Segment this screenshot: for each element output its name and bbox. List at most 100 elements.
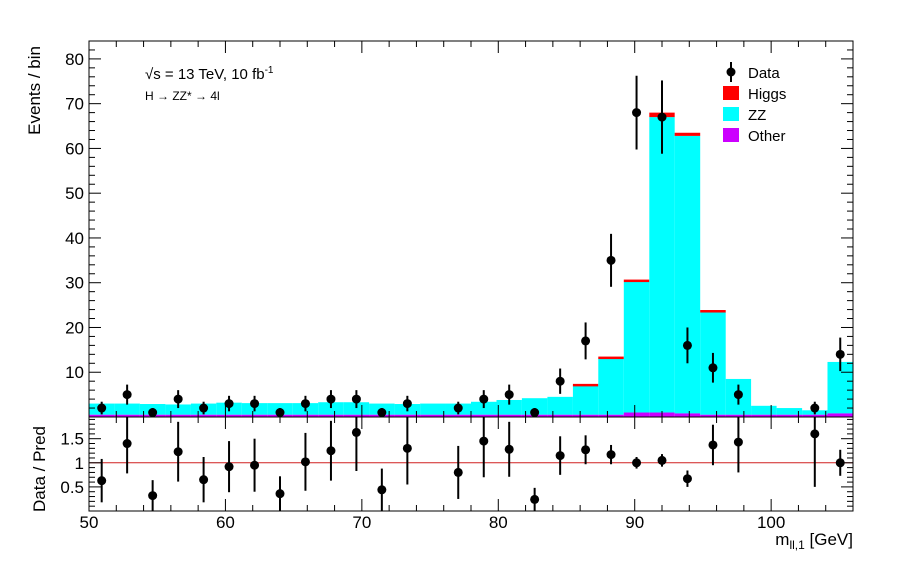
- annotation-lumi-exponent: -1: [265, 65, 274, 76]
- annotation-process: H → ZZ* → 4l: [145, 89, 220, 103]
- y-tick-label: 40: [65, 229, 84, 248]
- data-point: [479, 394, 489, 404]
- zz-bar: [521, 398, 548, 415]
- data-point: [606, 255, 616, 265]
- legend-label: Data: [748, 65, 780, 82]
- zz-bar: [114, 403, 140, 415]
- ratio-point: [708, 440, 718, 450]
- ratio-point: [199, 475, 209, 485]
- other-bar: [598, 414, 624, 417]
- x-tick-label: 80: [489, 513, 508, 532]
- higgs-bar: [572, 383, 599, 387]
- ratio-point: [479, 436, 489, 446]
- ratio-point: [835, 458, 845, 468]
- zz-bar: [496, 399, 522, 415]
- x-tick-label: 100: [757, 513, 785, 532]
- data-point: [326, 394, 336, 404]
- data-point: [300, 399, 310, 409]
- data-point: [402, 399, 412, 409]
- data-point: [122, 390, 132, 400]
- other-bar: [165, 414, 191, 417]
- x-axis-title-main: m: [775, 530, 789, 549]
- y-tick-label: 10: [65, 363, 84, 382]
- annotation-sqrt-s: √s: [145, 66, 161, 83]
- zz-bar: [649, 117, 675, 413]
- legend-label: ZZ: [748, 107, 766, 124]
- ratio-point: [275, 489, 285, 499]
- other-bar: [445, 414, 471, 417]
- data-point: [377, 408, 387, 418]
- zz-bar: [598, 358, 624, 415]
- data-point: [733, 390, 743, 400]
- annotation-energy-text: = 13 TeV, 10 fb: [161, 66, 265, 83]
- legend: Data Higgs ZZ Other: [723, 62, 786, 145]
- legend-data-marker: [726, 67, 736, 77]
- data-point: [657, 112, 667, 122]
- ratio-point: [326, 446, 336, 456]
- other-bar: [700, 414, 726, 417]
- other-bar: [190, 414, 217, 417]
- higgs-bar: [598, 356, 624, 360]
- data-point: [835, 349, 845, 359]
- legend-swatch: [723, 128, 739, 142]
- data-point: [250, 399, 260, 409]
- data-point: [530, 408, 540, 418]
- data-point: [351, 394, 361, 404]
- other-bar: [725, 414, 752, 417]
- zz-bar: [547, 396, 573, 415]
- zz-bar: [751, 405, 777, 415]
- other-bar: [547, 414, 573, 417]
- x-tick-label: 50: [80, 513, 99, 532]
- x-tick-label: 70: [352, 513, 371, 532]
- ratio-point: [606, 450, 616, 460]
- zz-bar: [318, 402, 344, 415]
- higgs-bar: [674, 132, 701, 136]
- data-point: [708, 363, 718, 373]
- data-point: [148, 408, 158, 418]
- y-tick-label: 80: [65, 50, 84, 69]
- ratio-point: [632, 458, 642, 468]
- other-bar: [216, 414, 242, 417]
- data-point: [504, 390, 514, 400]
- zz-bar: [776, 408, 803, 415]
- other-bar: [420, 414, 446, 417]
- ratio-y-tick-label: 1.5: [60, 430, 84, 449]
- ratio-point: [97, 476, 107, 486]
- ratio-y-tick-label: 1: [75, 454, 84, 473]
- zz-bar: [623, 281, 650, 413]
- data-point: [224, 399, 234, 409]
- data-point: [581, 336, 591, 346]
- x-axis-title: mll,1 [GeV]: [775, 530, 853, 552]
- other-bar: [572, 414, 599, 417]
- ratio-point: [581, 445, 591, 455]
- ratio-y-axis-title: Data / Pred: [30, 426, 49, 512]
- ratio-axes: 0.5 1 1.5 50 60 70 80 90 100: [60, 417, 854, 532]
- ratio-point: [810, 429, 820, 439]
- ratio-point: [657, 455, 667, 465]
- x-axis-title-unit: [GeV]: [805, 530, 853, 549]
- data-point: [199, 403, 209, 413]
- legend-label: Higgs: [748, 86, 786, 103]
- y-tick-label: 60: [65, 139, 84, 158]
- other-bar: [496, 414, 522, 417]
- zz-bar: [420, 403, 446, 415]
- annotation-energy-lumi: √s = 13 TeV, 10 fb-1: [145, 65, 274, 83]
- x-tick-label: 90: [625, 513, 644, 532]
- main-axes: 10 20 30 40 50 60 70 80: [65, 40, 854, 417]
- other-bar: [394, 414, 421, 417]
- ratio-point: [377, 485, 387, 495]
- other-bar: [471, 414, 497, 417]
- ratio-point: [733, 437, 743, 447]
- other-bar: [114, 414, 140, 417]
- legend-label: Other: [748, 128, 786, 145]
- other-bar: [623, 412, 650, 417]
- data-point: [555, 376, 565, 386]
- ratio-point: [402, 443, 412, 453]
- other-bar: [776, 414, 803, 417]
- other-bar: [89, 414, 115, 417]
- other-bar: [343, 414, 370, 417]
- data-point: [632, 108, 642, 118]
- y-tick-label: 70: [65, 95, 84, 114]
- ratio-point: [504, 444, 514, 454]
